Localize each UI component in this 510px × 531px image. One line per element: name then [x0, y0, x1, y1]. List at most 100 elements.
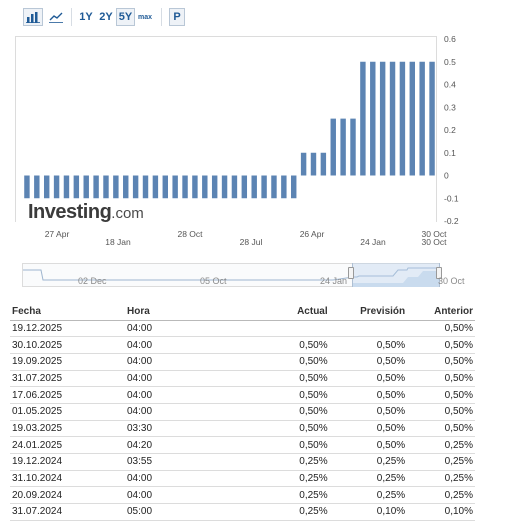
bar-chart: 0.6 0.5 0.4 0.3 0.2 0.1 0 -0.1 -0.2 27 Apr 28 Oct 2…	[24, 34, 459, 247]
bar[interactable]	[172, 175, 178, 199]
table-row: 24.01.2025 04:20 0,50% 0,50% 0,25%	[10, 436, 475, 454]
bar[interactable]	[231, 175, 238, 199]
bar[interactable]	[310, 152, 317, 176]
header-previous[interactable]: Anterior	[407, 303, 475, 321]
table-row: 19.12.2024 03:55 0,25% 0,25% 0,25%	[10, 453, 475, 471]
row-time: 04:00	[125, 336, 275, 354]
bar[interactable]	[379, 61, 386, 176]
bar[interactable]	[320, 152, 327, 176]
range-5y-button[interactable]: 5Y	[116, 8, 135, 26]
row-forecast: 0,10%	[329, 503, 408, 521]
y-tick-label: 0.1	[444, 148, 456, 158]
row-previous: 0,50%	[407, 386, 475, 404]
row-forecast: 0,50%	[329, 386, 408, 404]
row-previous: 0,10%	[407, 503, 475, 521]
bar[interactable]	[34, 175, 40, 199]
bar[interactable]	[330, 118, 336, 176]
bar[interactable]	[350, 118, 356, 176]
bar[interactable]	[202, 175, 208, 199]
bar[interactable]	[83, 175, 89, 199]
bar[interactable]	[241, 175, 248, 199]
row-time: 04:00	[125, 486, 275, 505]
print-button[interactable]: P	[169, 8, 185, 26]
row-time: 04:00	[125, 386, 275, 404]
bar[interactable]	[281, 175, 287, 199]
table-row: 19.03.2025 03:30 0,50% 0,50% 0,50%	[10, 420, 475, 438]
table-row: 19.09.2025 04:00 0,50% 0,50% 0,50%	[10, 353, 475, 371]
bar-chart-icon[interactable]	[23, 8, 43, 26]
y-tick-label: -0.2	[444, 216, 459, 226]
row-previous: 0,25%	[407, 453, 475, 471]
row-date: 19.09.2025	[10, 353, 125, 371]
row-time: 04:00	[125, 353, 275, 371]
bar[interactable]	[340, 118, 346, 176]
row-date: 19.12.2024	[10, 453, 125, 471]
bar[interactable]	[370, 61, 376, 176]
navigator-selection[interactable]	[352, 263, 440, 287]
row-actual	[275, 320, 330, 338]
bar[interactable]	[24, 175, 30, 199]
bar[interactable]	[300, 152, 307, 176]
bar[interactable]	[93, 175, 99, 199]
bar[interactable]	[43, 175, 50, 199]
bar[interactable]	[360, 61, 366, 176]
row-date: 19.03.2025	[10, 420, 125, 438]
row-date: 31.07.2024	[10, 503, 125, 521]
row-forecast: 0,50%	[329, 403, 408, 421]
y-tick-label: 0.3	[444, 102, 456, 112]
row-time: 04:00	[125, 370, 275, 388]
bar[interactable]	[221, 175, 228, 199]
bar[interactable]	[399, 61, 406, 176]
navigator-right-handle[interactable]	[436, 267, 442, 279]
bar[interactable]	[429, 61, 435, 176]
toolbar-divider	[71, 8, 72, 26]
bar[interactable]	[419, 61, 425, 176]
bar[interactable]	[291, 175, 297, 199]
table-row: 20.09.2024 04:00 0,25% 0,25% 0,25%	[10, 486, 475, 505]
row-forecast	[329, 320, 408, 338]
range-1y-button[interactable]: 1Y	[79, 11, 93, 23]
row-date: 30.10.2025	[10, 336, 125, 354]
bar[interactable]	[389, 61, 396, 176]
events-table: Fecha Hora Actual Previsión Anterior 19.…	[10, 303, 475, 521]
bar[interactable]	[142, 175, 149, 199]
row-actual: 0,50%	[275, 403, 330, 421]
x-tick-label: 26 Apr	[300, 229, 325, 239]
row-date: 20.09.2024	[10, 486, 125, 505]
bar[interactable]	[73, 175, 80, 199]
header-time[interactable]: Hora	[125, 303, 275, 321]
row-actual: 0,50%	[275, 420, 330, 438]
bar[interactable]	[261, 175, 267, 199]
logo-suffix: .com	[111, 205, 144, 222]
navigator-left-handle[interactable]	[348, 267, 354, 279]
bar[interactable]	[162, 175, 168, 199]
range-max-button[interactable]: max	[137, 13, 152, 21]
row-date: 31.10.2024	[10, 470, 125, 488]
bar[interactable]	[53, 175, 60, 199]
bar[interactable]	[132, 175, 139, 199]
bar[interactable]	[251, 175, 257, 199]
table-header-row: Fecha Hora Actual Previsión Anterior	[10, 303, 475, 321]
bar[interactable]	[192, 175, 198, 199]
bar[interactable]	[271, 175, 277, 199]
row-actual: 0,50%	[275, 336, 330, 354]
range-2y-button[interactable]: 2Y	[99, 11, 113, 23]
header-forecast[interactable]: Previsión	[329, 303, 408, 321]
navigator-label: 02 Dec	[78, 276, 107, 286]
row-previous: 0,50%	[407, 320, 475, 338]
bar[interactable]	[63, 175, 70, 199]
bar[interactable]	[113, 175, 119, 199]
header-actual[interactable]: Actual	[275, 303, 330, 321]
bar[interactable]	[182, 175, 188, 199]
bar[interactable]	[123, 175, 129, 199]
row-actual: 0,50%	[275, 370, 330, 388]
header-date[interactable]: Fecha	[10, 303, 125, 321]
row-previous: 0,25%	[407, 470, 475, 488]
bar[interactable]	[211, 175, 218, 199]
bar[interactable]	[409, 61, 416, 176]
row-time: 05:00	[125, 503, 275, 521]
line-chart-icon[interactable]	[46, 8, 66, 26]
navigator-label: 05 Oct	[200, 276, 227, 286]
bar[interactable]	[152, 175, 159, 199]
bar[interactable]	[103, 175, 109, 199]
